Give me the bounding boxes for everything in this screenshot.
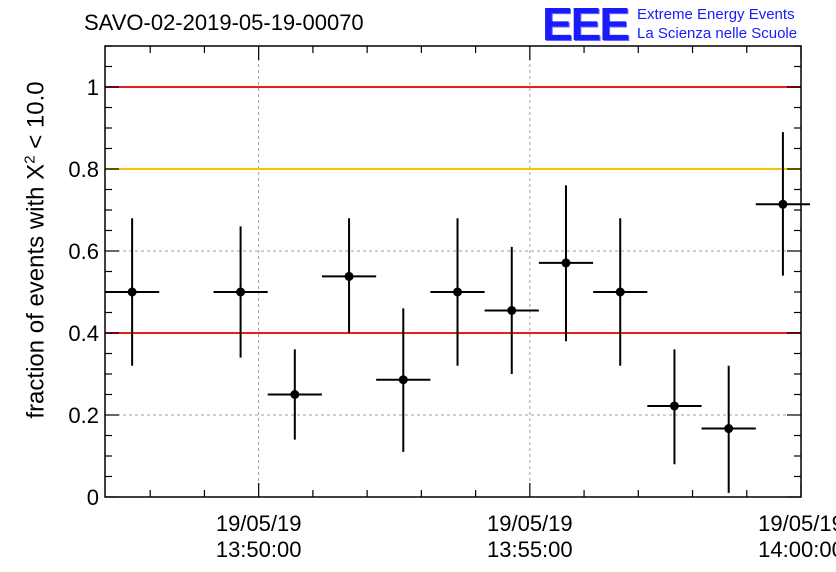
data-point <box>290 390 300 399</box>
x-tick-label-date: 19/05/19 <box>487 511 573 536</box>
y-tick-label: 0.8 <box>68 157 99 182</box>
data-point <box>724 424 734 434</box>
x-tick-label: 19/05/19 13:50:00 <box>216 511 302 563</box>
x-tick-label-time: 14:00:00 <box>758 537 836 562</box>
x-tick-label: 19/05/19 14:00:00 <box>758 511 836 563</box>
data-point <box>398 375 408 385</box>
x-tick-label-time: 13:55:00 <box>487 537 573 562</box>
data-point <box>561 258 571 268</box>
y-tick-label: 0.4 <box>68 321 99 346</box>
y-tick-label: 0.2 <box>68 403 99 428</box>
eee-logo-mark: EEE <box>542 0 630 50</box>
data-point <box>507 305 517 315</box>
chart-title: SAVO-02-2019-05-19-00070 <box>84 10 364 35</box>
data-point <box>127 287 137 297</box>
logo-line-2: La Scienza nelle Scuole <box>637 25 798 42</box>
logo-line-1: Extreme Energy Events <box>637 6 795 23</box>
data-point <box>615 287 625 297</box>
data-point <box>236 287 246 297</box>
x-tick-label-date: 19/05/19 <box>758 511 836 536</box>
x-tick-label-time: 13:50:00 <box>215 537 302 562</box>
data-point <box>344 271 354 281</box>
plot-frame <box>104 45 802 498</box>
y-tick-label: 0.6 <box>68 239 99 264</box>
y-tick-label: 1 <box>87 75 99 100</box>
data-point <box>778 199 788 209</box>
eee-logo-text: Extreme Energy Events La Scienza nelle S… <box>637 5 797 43</box>
data-point <box>669 401 679 411</box>
x-tick-label-date: 19/05/19 <box>215 511 302 536</box>
y-tick-label: 0 <box>87 485 99 510</box>
data-point <box>453 287 463 297</box>
x-tick-label: 19/05/19 13:55:00 <box>487 511 573 563</box>
